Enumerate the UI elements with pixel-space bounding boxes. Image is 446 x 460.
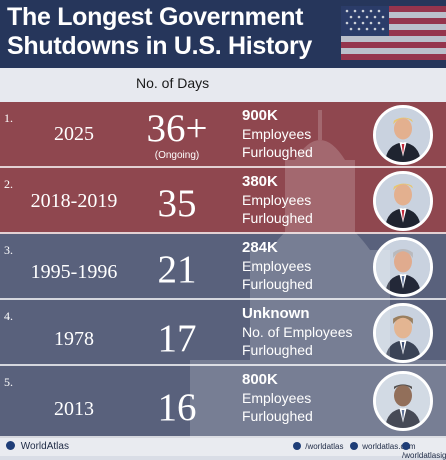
furlough-line-2: Furloughed [242,342,313,358]
row-years: 1978 [54,328,94,350]
table-row: 4. 1978 17 Unknown No. of Employees Furl… [0,300,446,366]
row-years: 1995-1996 [30,261,118,283]
furlough-count: Unknown [242,305,310,322]
furlough-line-1: Employees [242,390,312,406]
social-instagram-link[interactable]: /worldatlasig [402,442,446,460]
table-row: 1. 2025 36+ (Ongoing) 900K Employees Fur… [0,102,446,168]
footer [0,438,446,456]
president-portrait-image [376,240,430,294]
president-portrait [373,371,433,431]
president-portrait-image [376,108,430,162]
president-portrait [373,171,433,231]
row-days: 21 [157,248,197,291]
president-portrait [373,237,433,297]
facebook-icon [293,442,301,450]
table-row: 3. 1995-1996 21 284K Employees Furloughe… [0,234,446,300]
president-portrait-image [376,174,430,228]
furlough-line-2: Furloughed [242,144,313,160]
row-days: 17 [157,317,197,360]
table-row: 2. 2018-2019 35 380K Employees Furloughe… [0,168,446,234]
row-furlough-info: 284K Employees Furloughed [242,239,313,293]
row-days-note: (Ongoing) [154,150,200,161]
president-portrait-image [376,374,430,428]
furlough-line-2: Furloughed [242,408,313,424]
social-handle: /worldatlas [305,442,344,451]
president-portrait [373,105,433,165]
days-column-label: No. of Days [136,75,210,91]
furlough-count: 380K [242,173,278,190]
furlough-line-1: No. of Employees [242,324,353,340]
instagram-icon [402,442,410,450]
header: The Longest Government Shutdowns in U.S.… [0,0,446,68]
row-years: 2018-2019 [30,190,118,212]
furlough-count: 900K [242,107,278,124]
title-line-2: Shutdowns in U.S. History [7,32,313,60]
table-row: 5. 2013 16 800K Employees Furloughed [0,366,446,438]
furlough-line-1: Employees [242,192,312,208]
globe-icon [6,441,15,450]
web-icon [350,442,358,450]
furlough-line-1: Employees [242,258,312,274]
furlough-line-2: Furloughed [242,276,313,292]
page-title: The Longest Government Shutdowns in U.S.… [7,3,312,61]
row-days: 36+ [146,107,208,150]
row-days: 35 [157,182,197,225]
row-furlough-info: 900K Employees Furloughed [242,107,313,161]
row-days: 16 [157,386,197,429]
row-rank: 5. [4,375,13,389]
furlough-line-2: Furloughed [242,210,313,226]
row-rank: 4. [4,309,13,323]
row-furlough-info: 800K Employees Furloughed [242,371,313,425]
furlough-count: 800K [242,371,278,388]
row-years: 2013 [54,398,94,420]
furlough-count: 284K [242,239,278,256]
row-years: 2025 [54,123,94,145]
row-rank: 2. [4,177,13,191]
brand-logo[interactable]: WorldAtlas [6,441,69,452]
title-line-1: The Longest Government [7,3,304,31]
row-furlough-info: 380K Employees Furloughed [242,173,313,227]
social-facebook-link[interactable]: /worldatlas [293,442,343,451]
website-text: worldatlas.com [362,442,416,451]
row-rank: 1. [4,111,13,125]
president-portrait-image [376,306,430,360]
row-rank: 3. [4,243,13,257]
column-header-bar [0,68,446,102]
website-link[interactable]: worldatlas.com [350,442,416,451]
row-furlough-info: Unknown No. of Employees Furloughed [242,305,353,359]
brand-name: WorldAtlas [20,441,69,452]
president-portrait [373,303,433,363]
furlough-line-1: Employees [242,126,312,142]
us-flag-image [311,0,446,68]
